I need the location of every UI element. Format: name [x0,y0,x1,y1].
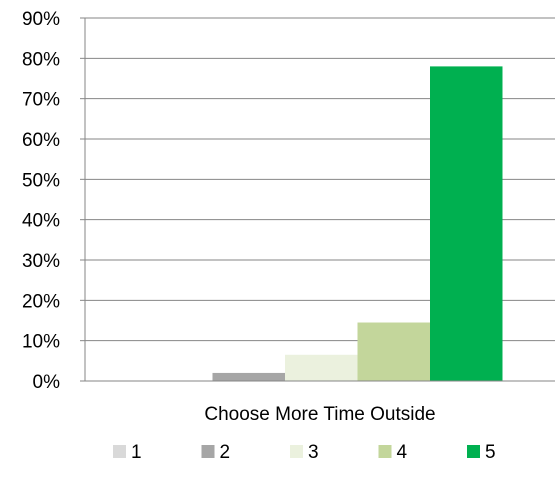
gridlines [85,17,555,342]
legend: 1 2 3 4 5 [113,442,496,463]
y-tick-label: 30% [22,251,60,272]
y-tick-label: 90% [22,9,60,30]
legend-label-4: 4 [397,442,408,463]
legend-swatch-1 [113,445,126,458]
legend-label-3: 3 [308,442,319,463]
y-tick-label: 50% [22,170,60,191]
bar-series-2 [212,372,285,381]
legend-swatch-5 [467,445,480,458]
y-tick-label: 80% [22,49,60,70]
bar-series-3 [285,354,358,381]
bars [212,66,503,382]
legend-swatch-2 [201,445,215,458]
bar-series-4 [357,322,430,381]
y-tick-labels: 0% 10% 20% 30% 40% 50% 60% 70% 80% 90% [22,9,60,393]
legend-swatch-3 [290,445,303,458]
y-tick-label: 40% [22,211,60,232]
x-category-label: Choose More Time Outside [204,404,435,425]
y-tick-label: 0% [33,372,61,393]
legend-label-2: 2 [220,442,231,463]
y-tick-label: 20% [22,291,60,312]
legend-swatch-4 [378,445,392,458]
y-tick-label: 60% [22,130,60,151]
axes [80,17,555,382]
legend-label-5: 5 [485,442,496,463]
y-tick-label: 10% [22,332,60,353]
legend-label-1: 1 [131,442,142,463]
bar-series-5 [430,66,503,382]
y-tick-label: 70% [22,90,60,111]
